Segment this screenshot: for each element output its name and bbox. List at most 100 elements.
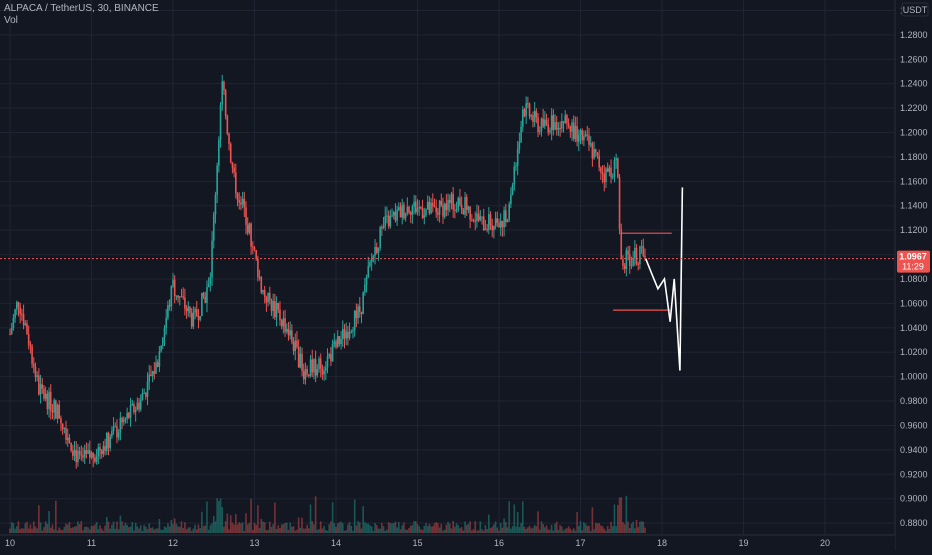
candle-body (245, 207, 247, 225)
volume-bar (515, 526, 517, 533)
candle-body (243, 198, 246, 208)
volume-bar (362, 506, 364, 533)
drawing-layer[interactable] (613, 187, 684, 371)
candle-body (100, 450, 103, 454)
volume-bar (372, 530, 375, 533)
volume-bar (537, 511, 539, 533)
candle-body (134, 409, 137, 413)
candle-body (469, 206, 471, 220)
candle-body (635, 248, 638, 264)
candle-body (377, 247, 380, 253)
volume-bar (185, 529, 188, 533)
volume-bar (576, 512, 578, 533)
axis-unit-badge[interactable] (901, 2, 929, 17)
volume-bar (291, 526, 293, 533)
volume-bar (498, 530, 500, 533)
volume-bar (58, 527, 61, 533)
volume-bar (87, 527, 89, 533)
volume-bar (375, 525, 378, 533)
time-axis-panel[interactable] (0, 535, 895, 550)
candle-body (128, 412, 130, 418)
candle-body (588, 135, 590, 145)
candle-body (533, 111, 536, 122)
candle-body (566, 115, 568, 124)
price-tick-label: 0.8800 (900, 518, 928, 528)
volume-bar (545, 525, 548, 533)
volume-bar (221, 506, 224, 533)
candle-body (562, 121, 565, 123)
candle-body (510, 194, 512, 205)
candle-body (438, 200, 441, 215)
volume-bar (82, 530, 84, 533)
volume-bar (532, 527, 534, 533)
volume-bar (279, 528, 281, 533)
volume-bar (572, 528, 575, 533)
candle-body (138, 402, 140, 410)
volume-bar (275, 529, 278, 533)
volume-bar (538, 529, 541, 533)
candle-body (292, 341, 295, 352)
volume-bar (306, 524, 308, 533)
price-tick-label: 1.2600 (900, 54, 928, 64)
candle-countdown: 11:29 (902, 262, 924, 272)
candle-body (542, 118, 544, 127)
candle-body (72, 450, 74, 456)
candle-body (589, 143, 592, 145)
volume-bar (85, 526, 88, 533)
volume-bar (296, 529, 298, 533)
volume-bar (170, 520, 173, 533)
price-axis-panel[interactable] (895, 0, 932, 550)
volume-bar (416, 523, 419, 533)
volume-bar (501, 527, 504, 533)
volume-bar (46, 523, 49, 533)
volume-bar (603, 528, 606, 533)
candle-body (44, 393, 47, 399)
volume-bar (163, 526, 166, 533)
candle-body (477, 213, 480, 221)
volume-bar (411, 525, 414, 533)
volume-bar (336, 523, 339, 533)
volume-bar (562, 530, 565, 533)
candle-body (116, 426, 118, 438)
volume-bar (596, 523, 599, 533)
current-price-tag[interactable]: 1.0967 11:29 (897, 250, 930, 273)
symbol-title[interactable]: ALPACA / TetherUS, 30, BINANCE (4, 3, 159, 14)
candle-body (155, 362, 157, 374)
volume-indicator-label[interactable]: Vol (4, 15, 18, 26)
volume-bar (345, 530, 347, 533)
volume-bar (65, 523, 67, 533)
candle-body (297, 347, 300, 368)
volume-bar (248, 523, 251, 533)
candle-body (370, 258, 373, 263)
volume-bar (447, 521, 449, 533)
candle-body (623, 265, 626, 269)
candle-body (598, 155, 600, 168)
volume-bar (43, 527, 45, 533)
volume-bar (51, 524, 54, 533)
volume-bar (15, 526, 18, 533)
volume-bar (114, 528, 117, 533)
volume-bar (126, 524, 128, 533)
volume-bar (90, 525, 93, 533)
candle-body (66, 437, 69, 440)
candle-body (53, 400, 55, 413)
volume-bar (557, 529, 560, 533)
candle-body (406, 206, 409, 213)
price-tick-label: 0.9400 (900, 445, 928, 455)
volume-bar (202, 526, 205, 533)
candle-body (399, 207, 402, 218)
time-tick-label: 13 (249, 538, 259, 548)
current-price-tag-box (897, 250, 930, 273)
candle-body (581, 130, 583, 141)
volume-bar (598, 523, 600, 533)
volume-bar (49, 527, 52, 533)
volume-bar (550, 524, 553, 533)
candle-body (184, 297, 186, 309)
candle-body (367, 266, 370, 278)
candle-body (348, 331, 351, 338)
volume-bar (319, 521, 322, 533)
volume-bar (382, 526, 385, 533)
